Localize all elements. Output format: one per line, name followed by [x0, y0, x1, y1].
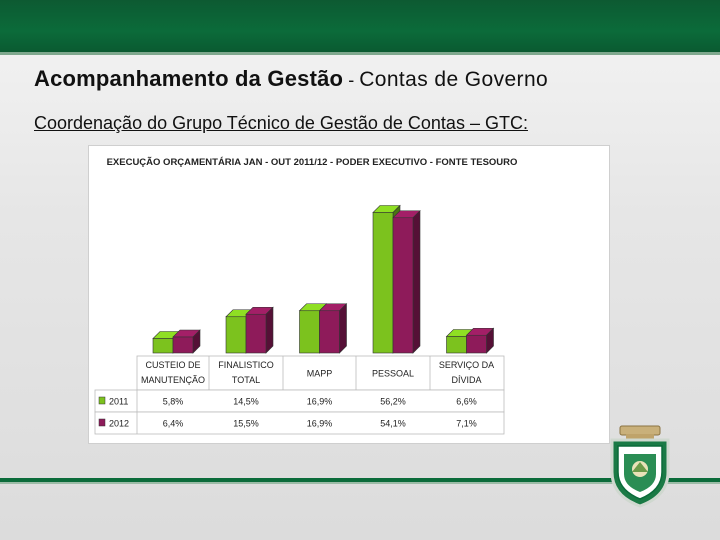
category-label-3: PESSOAL — [372, 369, 414, 379]
banner-divider — [0, 52, 720, 55]
data-label-2011-2: 16,9% — [307, 397, 333, 407]
category-label-1: TOTAL — [232, 375, 260, 385]
page-title-main: Acompanhamento da Gestão — [34, 66, 344, 91]
bar-side-2012-3 — [412, 210, 421, 354]
data-label-2012-4: 7,1% — [456, 419, 477, 429]
category-label-4: SERVIÇO DA — [439, 360, 494, 370]
bar-2012-2 — [319, 310, 340, 354]
bar-2011-4 — [446, 336, 467, 354]
bar-2012-0 — [172, 336, 194, 354]
bar-2011-1 — [225, 316, 247, 354]
bar-2011-3 — [372, 212, 394, 354]
table-header-row — [136, 355, 505, 391]
category-label-0: CUSTEIO DE — [145, 360, 200, 370]
data-label-2012-3: 54,1% — [380, 419, 406, 429]
legend-label-2011: 2011 — [109, 397, 128, 407]
page-subtitle: Coordenação do Grupo Técnico de Gestão d… — [34, 113, 528, 133]
category-label-2: MAPP — [307, 369, 333, 379]
table-row-2012 — [94, 411, 505, 435]
category-label-4: DÍVIDA — [451, 375, 481, 385]
bar-2012-4 — [466, 334, 487, 354]
chart-panel: EXECUÇÃO ORÇAMENTÁRIA JAN - OUT 2011/12 … — [88, 145, 610, 444]
footer-band-accent — [0, 482, 720, 484]
bar-side-2012-2 — [339, 303, 347, 354]
data-label-2011-4: 6,6% — [456, 397, 477, 407]
legend-label-2012: 2012 — [109, 419, 129, 429]
page-title-rest: Contas de Governo — [359, 68, 549, 91]
page-title: Acompanhamento da Gestão - Contas de Gov… — [34, 66, 548, 92]
top-banner — [0, 0, 720, 52]
budget-execution-chart: EXECUÇÃO ORÇAMENTÁRIA JAN - OUT 2011/12 … — [94, 157, 518, 435]
data-label-2011-0: 5,8% — [163, 397, 184, 407]
category-label-0: MANUTENÇÃO — [141, 375, 205, 385]
data-label-2011-3: 56,2% — [380, 397, 406, 407]
bar-side-2012-1 — [265, 306, 274, 354]
footer-band — [0, 478, 720, 482]
data-label-2012-1: 15,5% — [233, 419, 259, 429]
page-title-separator: - — [343, 70, 360, 90]
legend-swatch-2011 — [98, 396, 106, 405]
category-label-1: FINALISTICO — [218, 360, 274, 370]
bar-2011-2 — [299, 310, 320, 354]
bar-2012-1 — [245, 313, 267, 354]
bar-2011-0 — [152, 338, 174, 354]
bar-2012-3 — [392, 217, 414, 354]
table-row-2011 — [94, 389, 505, 413]
legend-swatch-2012 — [98, 418, 106, 427]
chart-title: EXECUÇÃO ORÇAMENTÁRIA JAN - OUT 2011/12 … — [107, 157, 518, 168]
data-label-2012-0: 6,4% — [163, 419, 184, 429]
data-label-2011-1: 14,5% — [233, 397, 259, 407]
data-label-2012-2: 16,9% — [307, 419, 333, 429]
state-coat-of-arms-logo — [610, 425, 670, 508]
